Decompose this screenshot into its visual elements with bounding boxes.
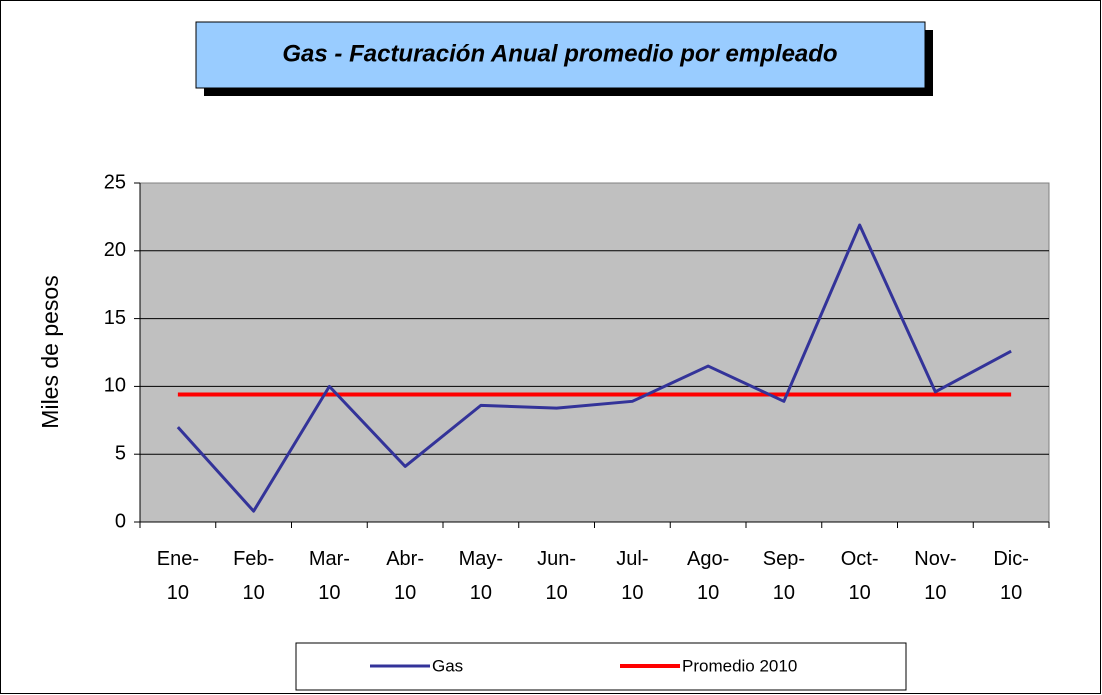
y-tick-label: 0 bbox=[115, 510, 126, 532]
y-tick-label: 5 bbox=[115, 442, 126, 464]
x-tick-label: Oct-10 bbox=[841, 548, 879, 604]
y-tick-label: 10 bbox=[104, 375, 126, 397]
title-box bbox=[195, 21, 926, 89]
chart-title: Gas - Facturación Anual promedio por emp… bbox=[282, 40, 837, 67]
x-tick-label: May-10 bbox=[459, 548, 503, 604]
x-tick-label: Feb-10 bbox=[233, 548, 274, 604]
x-tick-label: Jun-10 bbox=[537, 548, 576, 604]
x-tick-label: Sep-10 bbox=[763, 548, 805, 604]
y-axis-label: Miles de pesos bbox=[37, 275, 63, 428]
x-tick-label: Mar-10 bbox=[309, 548, 350, 604]
x-tick-label: Abr-10 bbox=[386, 548, 424, 604]
plot-area bbox=[139, 182, 1050, 523]
x-tick-label: Ene-10 bbox=[157, 548, 199, 604]
x-tick-label: Jul-10 bbox=[616, 548, 648, 604]
y-tick-label: 20 bbox=[104, 239, 126, 261]
legend-label: Gas bbox=[432, 656, 463, 675]
y-tick-label: 25 bbox=[104, 171, 126, 193]
y-tick-label: 15 bbox=[104, 307, 126, 329]
x-tick-label: Ago-10 bbox=[687, 548, 729, 604]
line-series bbox=[176, 223, 1012, 513]
x-tick-label: Dic-10 bbox=[993, 548, 1029, 604]
x-tick-label: Nov-10 bbox=[914, 548, 956, 604]
legend-label: Promedio 2010 bbox=[682, 656, 797, 675]
